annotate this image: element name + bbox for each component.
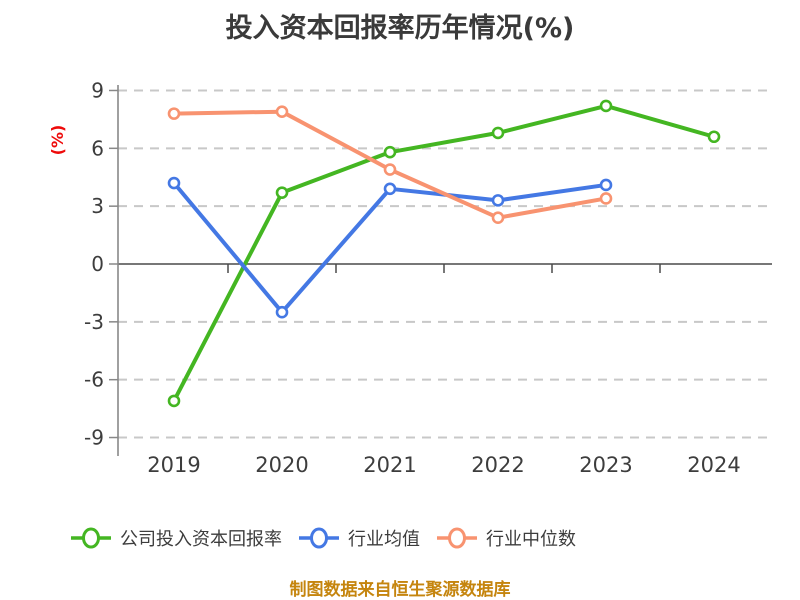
data-point-marker: [275, 105, 289, 118]
legend-marker-industry-median-icon: [437, 527, 477, 549]
data-point-marker: [383, 145, 397, 159]
data-point-marker: [167, 176, 181, 190]
data-point-marker: [491, 194, 505, 207]
legend-marker-industry-mean-icon: [299, 527, 339, 549]
data-point-marker: [491, 126, 505, 140]
data-point-marker: [707, 130, 721, 144]
series-line: [172, 103, 716, 403]
data-point-marker: [383, 182, 397, 196]
y-tick-label: 6: [91, 136, 104, 160]
legend-label-company-roic: 公司投入资本回报率: [120, 529, 282, 550]
chart-canvas: 9 6 3 0 -3 -6 -9 2019 2020 2021 2022 2023 2024: [84, 78, 772, 477]
y-tick-label: 0: [91, 252, 104, 276]
data-point-marker: [491, 211, 505, 225]
y-tick-label: -3: [84, 310, 104, 334]
chart-title: 投入资本回报率历年情况(%): [225, 13, 575, 44]
data-point-marker: [275, 186, 289, 199]
data-point-marker: [275, 305, 289, 319]
data-point-marker: [167, 394, 181, 408]
data-source-caption: 制图数据来自恒生聚源数据库: [289, 580, 511, 600]
x-tick-label: 2021: [363, 453, 416, 477]
legend-item-industry-mean[interactable]: 行业均值: [298, 524, 420, 552]
x-tick-label: 2022: [471, 453, 524, 477]
legend-marker-company-roic-icon: [71, 527, 111, 549]
legend-item-company-roic[interactable]: 公司投入资本回报率: [70, 524, 282, 552]
data-point-marker: [599, 192, 613, 205]
x-tick-label: 2024: [687, 453, 740, 477]
x-tick-label: 2023: [579, 453, 632, 477]
y-tick-label: 9: [91, 78, 104, 102]
series-line: [172, 181, 608, 315]
x-tick-label: 2019: [147, 453, 200, 477]
data-point-marker: [383, 163, 397, 176]
legend-item-industry-median[interactable]: 行业中位数: [436, 524, 576, 552]
data-point-marker: [599, 99, 613, 113]
x-tick-label: 2020: [255, 453, 308, 477]
y-tick-label: -9: [84, 426, 104, 450]
y-tick-label: -6: [84, 368, 104, 392]
legend-label-industry-mean: 行业均值: [348, 529, 420, 550]
y-tick-label: 3: [91, 194, 104, 218]
chart-legend: 公司投入资本回报率 行业均值 行业中位数: [70, 520, 576, 556]
data-point-marker: [599, 178, 613, 192]
data-point-marker: [167, 107, 181, 120]
legend-label-industry-median: 行业中位数: [486, 529, 576, 550]
